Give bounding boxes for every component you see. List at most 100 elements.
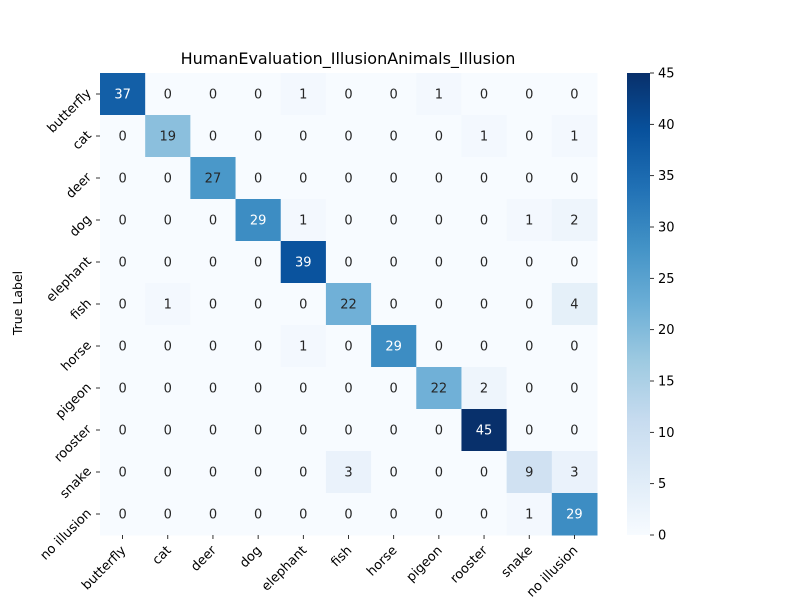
x-tick-label: horse (364, 543, 400, 579)
cell-value-label: 0 (435, 340, 443, 355)
cell-value-label: 0 (209, 88, 217, 103)
heatmap-cell (190, 451, 237, 494)
heatmap-cell (280, 325, 327, 368)
cell-value-label: 0 (390, 88, 398, 103)
x-tick-label: butterfly (79, 543, 129, 593)
cell-value-label: 0 (299, 172, 307, 187)
colorbar-tick-label: 45 (658, 67, 675, 82)
cell-value-label: 0 (344, 256, 352, 271)
cell-value-label: 0 (254, 508, 262, 523)
heatmap-cell (190, 241, 237, 284)
cell-value-label: 0 (525, 424, 533, 439)
heatmap-cell (280, 157, 327, 200)
cell-value-label: 0 (209, 508, 217, 523)
cell-value-label: 0 (390, 508, 398, 523)
heatmap-cell (506, 241, 553, 284)
heatmap-cell (506, 199, 553, 242)
heatmap-cell (416, 241, 462, 284)
cell-value-label: 0 (390, 466, 398, 481)
cell-value-label: 0 (344, 88, 352, 103)
heatmap-cell (371, 115, 417, 158)
heatmap-cell (461, 409, 508, 452)
cell-value-label: 0 (209, 256, 217, 271)
cell-value-label: 1 (480, 130, 488, 145)
cell-value-label: 3 (344, 466, 352, 481)
heatmap-cell (461, 283, 508, 326)
cell-value-label: 0 (480, 298, 488, 313)
heatmap-cell (371, 73, 417, 116)
cell-value-label: 39 (295, 256, 312, 271)
x-tick-label: pigeon (404, 543, 446, 585)
heatmap-cell (190, 283, 237, 326)
cell-value-label: 3 (570, 466, 578, 481)
heatmap-cell (280, 115, 327, 158)
cell-value-label: 0 (299, 466, 307, 481)
heatmap-cell (506, 493, 553, 536)
x-tick-label: deer (188, 543, 220, 575)
cell-value-label: 0 (344, 424, 352, 439)
heatmap-cell (551, 241, 598, 284)
cell-value-label: 0 (435, 466, 443, 481)
heatmap-cell (325, 283, 372, 326)
x-tick-label: cat (150, 543, 175, 568)
cell-value-label: 0 (118, 508, 126, 523)
cell-value-label: 0 (164, 424, 172, 439)
heatmap-cell (506, 367, 553, 410)
heatmap-cell (100, 451, 146, 494)
heatmap-cell (325, 241, 372, 284)
heatmap-cell (461, 493, 508, 536)
cell-value-label: 0 (480, 214, 488, 229)
y-tick-label: horse (59, 338, 95, 374)
cell-value-label: 0 (209, 382, 217, 397)
cell-value-label: 0 (435, 172, 443, 187)
cell-value-label: 29 (566, 508, 583, 523)
heatmap-cell (506, 451, 553, 494)
colorbar-tick-label: 20 (658, 323, 675, 338)
heatmap-cell (280, 283, 327, 326)
heatmap-cell (325, 73, 372, 116)
cell-value-label: 0 (299, 298, 307, 313)
heatmap-cell (100, 409, 146, 452)
heatmap-cell (235, 493, 282, 536)
cell-value-label: 0 (209, 214, 217, 229)
cell-value-label: 0 (118, 214, 126, 229)
cell-value-label: 0 (390, 172, 398, 187)
cell-value-label: 0 (118, 424, 126, 439)
heatmap-cell (235, 367, 282, 410)
y-tick-label: butterfly (45, 86, 95, 136)
cell-value-label: 0 (254, 340, 262, 355)
heatmap-cell (371, 241, 417, 284)
cell-value-label: 0 (525, 256, 533, 271)
heatmap-cell (461, 157, 508, 200)
heatmap-cell (190, 367, 237, 410)
heatmap-cell (416, 409, 462, 452)
heatmap-cell (190, 199, 237, 242)
heatmap-cell (235, 199, 282, 242)
heatmap-cell (325, 451, 372, 494)
heatmap-cell (371, 283, 417, 326)
heatmap-cell (235, 325, 282, 368)
cell-value-label: 4 (570, 298, 578, 313)
heatmap-cell (280, 493, 327, 536)
heatmap-cell (461, 325, 508, 368)
heatmap-cell (325, 367, 372, 410)
heatmap-cell (551, 325, 598, 368)
heatmap-cell (145, 283, 191, 326)
cell-value-label: 0 (299, 382, 307, 397)
cell-value-label: 0 (164, 508, 172, 523)
heatmap-cell (145, 409, 191, 452)
cell-value-label: 0 (344, 214, 352, 229)
cell-value-label: 0 (254, 382, 262, 397)
colorbar-ticks: 0 5 10 15 20 25 30 35 40 45 (650, 67, 675, 544)
cell-value-label: 0 (435, 256, 443, 271)
heatmap-cell (100, 241, 146, 284)
heatmap-cell (551, 493, 598, 536)
cell-value-label: 0 (118, 382, 126, 397)
colorbar-tick-label: 0 (658, 529, 666, 544)
heatmap-cell (190, 157, 237, 200)
cell-value-label: 0 (525, 298, 533, 313)
y-tick-label: pigeon (53, 380, 95, 422)
heatmap-cell (551, 283, 598, 326)
